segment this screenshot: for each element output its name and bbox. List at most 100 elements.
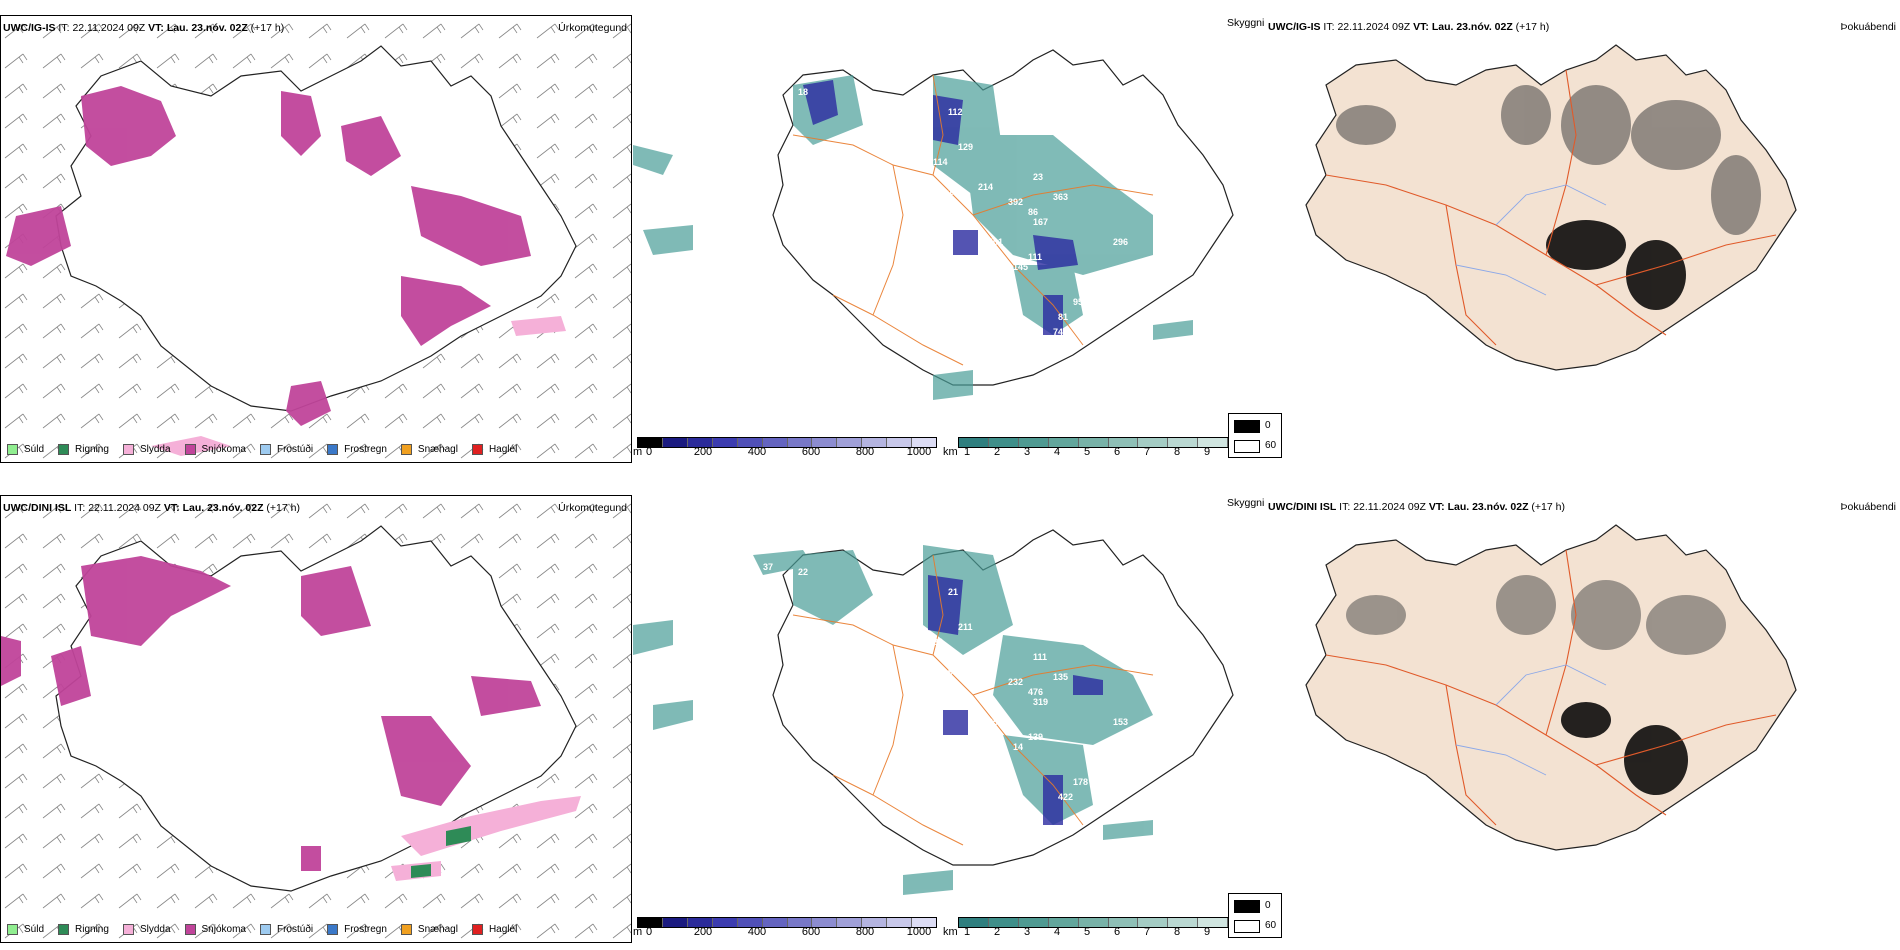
colorbar-segment xyxy=(912,438,937,447)
colorbar-tick: 1 xyxy=(963,446,971,458)
vis-value-label: 111 xyxy=(1028,252,1042,262)
legend-label: Snæhagl xyxy=(417,444,458,455)
it-value: 22.11.2024 09Z xyxy=(88,502,161,514)
colorbar-segment xyxy=(1168,918,1199,927)
legend-swatch xyxy=(7,924,18,935)
cloud-roads xyxy=(1325,549,1777,826)
vis-value-label: 125 xyxy=(1123,267,1138,277)
cloud-key-label: 60 xyxy=(1265,920,1277,931)
colorbar-tick: 3 xyxy=(1023,926,1031,938)
colorbar-tick: 200 xyxy=(693,446,713,458)
legend-label: Súld xyxy=(24,444,45,455)
vis-value-label: 81 xyxy=(1058,312,1068,322)
colorbar-tick: 7 xyxy=(1143,926,1151,938)
vis-title: Skyggni xyxy=(1227,17,1265,29)
legend-label: Frostregn xyxy=(344,444,387,455)
height-colorbar xyxy=(637,437,937,448)
colorbar-segment xyxy=(762,438,788,447)
it-value: 22.11.2024 09Z xyxy=(1353,501,1426,513)
vis-value-label: 153 xyxy=(1113,717,1128,727)
vis-value-label: 145 xyxy=(1013,262,1028,272)
precip-title: Úrkomutegund xyxy=(558,22,627,34)
cloud-key-swatch xyxy=(1234,440,1260,453)
vis-value-label: 94 xyxy=(948,667,958,677)
vis-value-label: 109 xyxy=(978,662,993,672)
colorbar-tick: 8 xyxy=(1173,926,1181,938)
vis-colorbar xyxy=(958,437,1258,448)
colorbar-segment xyxy=(862,918,888,927)
vis-value-label: 475 xyxy=(808,147,823,157)
colorbar-tick: 7 xyxy=(1143,446,1151,458)
it-value: 22.11.2024 09Z xyxy=(1337,21,1411,33)
vis-value-label: 392 xyxy=(1008,197,1023,207)
colorbar-segment xyxy=(638,438,663,447)
colorbar-segment xyxy=(1138,438,1169,447)
colorbar-tick: 1000 xyxy=(906,446,932,458)
colorbar-tick: 600 xyxy=(801,446,821,458)
colorbar-segment xyxy=(1048,918,1079,927)
colorbar-segment xyxy=(787,918,813,927)
vis-value-label: 432 xyxy=(773,597,788,607)
legend-item: Frostregn xyxy=(327,444,387,455)
cloud-rivers xyxy=(1455,184,1607,296)
cloud-rivers xyxy=(1455,664,1607,776)
vis-value-label: 232 xyxy=(1008,677,1023,687)
colorbar-segment xyxy=(662,438,688,447)
vis-value-label: 19 xyxy=(1153,222,1163,232)
vis-value-label: 25 xyxy=(1163,207,1173,217)
precip-legend: Súld Rigning Slydda Snjókoma Frostúði Frostre… xyxy=(7,924,531,935)
vis-value-label: 363 xyxy=(1053,192,1068,202)
cloud-key: 0 60 xyxy=(1228,893,1282,938)
legend-item: Frostregn xyxy=(327,924,387,935)
colorbar-segment xyxy=(687,918,713,927)
colorbar-segment xyxy=(1138,918,1169,927)
colorbar-segment xyxy=(1018,918,1049,927)
colorbar-segment xyxy=(837,438,863,447)
colorbar-tick: 3 xyxy=(1023,446,1031,458)
colorbar-segment xyxy=(988,438,1019,447)
legend-swatch xyxy=(7,444,18,455)
vis-value-label: 74 xyxy=(1053,327,1063,337)
cloud-shading xyxy=(1336,85,1761,235)
colorbar-segment xyxy=(787,438,813,447)
model-name: UWC/IG-IS xyxy=(3,22,56,34)
vis-value-label: 135 xyxy=(1053,672,1068,682)
vis-value-label: 211 xyxy=(958,622,973,632)
vis-value-label: 476 xyxy=(1028,687,1043,697)
vis-value-label: 296 xyxy=(1113,237,1128,247)
height-unit: m xyxy=(633,446,643,458)
colorbar-segment xyxy=(1198,918,1229,927)
legend-item: Frostúði xyxy=(259,444,313,455)
legend-item: Súld xyxy=(7,444,44,455)
legend-item: Rigning xyxy=(58,924,109,935)
legend-swatch xyxy=(184,924,196,935)
colorbar-tick: 400 xyxy=(747,446,767,458)
vis-value-label: 14 xyxy=(1013,742,1023,752)
legend-item: Rigning xyxy=(58,444,109,455)
colorbar-segment xyxy=(862,438,888,447)
legend-item: Snjókoma xyxy=(184,924,246,935)
cloud-key-swatch xyxy=(1234,920,1260,933)
legend-swatch xyxy=(327,924,339,935)
visibility-panel-row2: 37 22 432 541 21 211 82 94 109 111 232 135 476 319 257… xyxy=(633,495,1265,943)
vis-value-label: 151 xyxy=(1093,282,1108,292)
vis-value-label: 22 xyxy=(798,567,808,577)
cloud-key: 0 60 xyxy=(1228,413,1282,458)
colorbar-tick: 800 xyxy=(855,446,875,458)
model-name: UWC/IG-IS xyxy=(1268,21,1321,33)
vt-label: VT: xyxy=(163,502,180,514)
colorbar-tick: 1000 xyxy=(906,926,932,938)
colorbar-segment xyxy=(912,918,937,927)
vis-value-label: 112 xyxy=(948,107,963,117)
vis-value-label: 114 xyxy=(933,157,948,167)
panel-header-row1: UWC/IG-IS IT: 22.11.2024 09Z VT: Lau. 23… xyxy=(3,22,284,34)
colorbar-tick: 800 xyxy=(855,926,875,938)
panel-header-row2: UWC/DINI ISL IT: 22.11.2024 09Z VT: Lau.… xyxy=(3,502,300,514)
colorbar-segment xyxy=(737,918,763,927)
precip-title: Úrkomutegund xyxy=(558,502,627,514)
vt-label: VT: xyxy=(148,22,164,34)
vt-label: VT: xyxy=(1428,501,1445,513)
colorbar-segment xyxy=(1168,438,1199,447)
